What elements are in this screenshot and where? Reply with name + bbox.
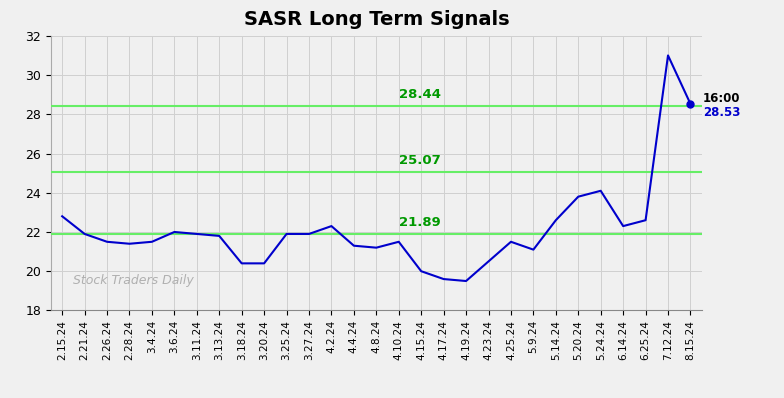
Text: 28.44: 28.44 [399, 88, 441, 101]
Text: 21.89: 21.89 [399, 216, 441, 229]
Text: 16:00: 16:00 [702, 92, 740, 105]
Text: Stock Traders Daily: Stock Traders Daily [74, 274, 194, 287]
Text: 28.53: 28.53 [702, 106, 740, 119]
Title: SASR Long Term Signals: SASR Long Term Signals [244, 10, 509, 29]
Text: 25.07: 25.07 [399, 154, 441, 167]
